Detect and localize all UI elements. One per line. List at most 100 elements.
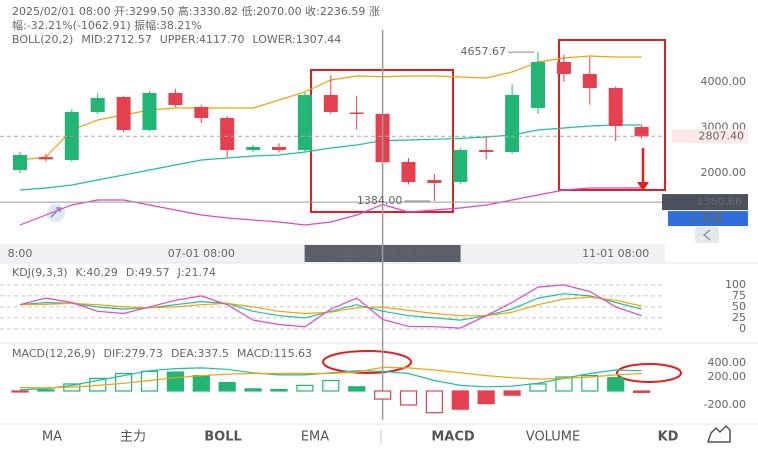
- candle-body: [116, 97, 131, 130]
- alert-label: + 预警: [689, 211, 724, 225]
- macd-bar: [399, 390, 418, 406]
- macd-bar: [244, 388, 262, 392]
- candle-body: [194, 107, 209, 118]
- indicator-label: BOLL(20,2): [12, 33, 73, 46]
- indicator-label: MACD(12,26,9): [12, 347, 96, 360]
- chart-style-icon[interactable]: [706, 424, 731, 443]
- legend-entry: MACD:115.63: [237, 347, 312, 360]
- indicator-label: KDJ(9,3,3): [12, 266, 68, 279]
- indicator-line: [19, 296, 642, 317]
- info-line: 2025/02/01 08:00 开:3299.50 高:3330.82 低:2…: [12, 4, 380, 18]
- y-tick-label: 400.00: [708, 356, 747, 369]
- indicator-tab[interactable]: 主力: [120, 430, 146, 445]
- candle-body: [168, 93, 183, 106]
- high-label: 4657.67: [461, 45, 507, 58]
- collapse-icon[interactable]: [695, 227, 719, 243]
- indicator-tab[interactable]: EMA: [301, 430, 329, 445]
- y-tick-label: 25: [732, 311, 746, 324]
- candle-body: [323, 95, 338, 112]
- macd-bar: [218, 381, 236, 392]
- crosshair-price-label: 1360.66: [697, 195, 743, 208]
- macd-bar: [348, 386, 366, 392]
- legend-entry: DIF:279.73: [104, 347, 163, 360]
- low-label: 1384.00: [357, 194, 403, 207]
- indicator-tab[interactable]: MA: [42, 430, 62, 445]
- candle-body: [246, 147, 261, 151]
- candle-body: [453, 150, 468, 182]
- indicator-line: [19, 367, 642, 391]
- indicator-tab[interactable]: KD: [658, 430, 679, 445]
- y-tick-label: 75: [732, 289, 746, 302]
- y-tick-label: 0: [739, 322, 746, 335]
- macd-bar: [166, 371, 184, 392]
- candle-body: [142, 93, 157, 130]
- x-tick-label: 11-01 08:00: [582, 247, 649, 260]
- indicator-tab[interactable]: VOLUME: [526, 430, 580, 445]
- macd-bar: [581, 374, 599, 392]
- macd-bar: [425, 390, 443, 414]
- macd-bar: [555, 376, 573, 392]
- legend-entry: DEA:337.5: [171, 347, 229, 360]
- info-line: 幅:-32.21%(-1062.91) 振幅:38.21%: [12, 18, 202, 32]
- candle-body: [634, 126, 649, 137]
- candle-body: [479, 150, 494, 153]
- macd-bar: [192, 374, 210, 392]
- candle-body: [297, 95, 312, 151]
- legend-entry: UPPER:4117.70: [160, 33, 245, 46]
- last-price-label: 2807.40: [699, 129, 745, 142]
- indicator-line: [19, 124, 642, 191]
- macd-bar: [451, 390, 469, 410]
- indicator-line: [19, 366, 642, 389]
- y-tick-label: 100: [725, 278, 746, 291]
- legend-entry: D:49.57: [126, 266, 170, 279]
- legend-entry: K:40.29: [76, 266, 118, 279]
- legend-entry: LOWER:1307.44: [253, 33, 342, 46]
- macd-bar: [322, 379, 340, 392]
- macd-bar: [529, 383, 547, 392]
- annotation-ellipse: [322, 350, 412, 374]
- y-tick-label: -200.00: [704, 398, 746, 411]
- macd-bar: [296, 384, 314, 392]
- macd-bar: [607, 377, 625, 392]
- indicator-tab[interactable]: BOLL: [204, 430, 242, 445]
- macd-bar: [477, 390, 495, 405]
- macd-bar: [270, 388, 288, 392]
- y-tick-label: 2000.00: [701, 166, 747, 179]
- candle-body: [556, 61, 571, 74]
- macd-bar: [374, 390, 392, 400]
- indicator-line: [19, 293, 642, 321]
- candle-body: [427, 179, 442, 183]
- indicator-line: [19, 284, 642, 329]
- candle-body: [608, 88, 623, 126]
- x-tick-label: 8:00: [8, 247, 33, 260]
- legend-entry: J:21.74: [177, 266, 216, 279]
- macd-bar: [632, 390, 651, 393]
- candle-body: [272, 147, 286, 151]
- crosshair-price-box: [662, 194, 748, 211]
- annotation-arrowhead: [637, 182, 649, 191]
- macd-bar: [37, 389, 55, 392]
- candle-body: [401, 161, 416, 182]
- y-tick-label: 50: [732, 300, 746, 313]
- y-tick-label: 4000.00: [701, 75, 747, 88]
- annotation-ellipse: [616, 363, 682, 383]
- x-tick-label: 07-01 08:00: [168, 247, 235, 260]
- candle-body: [349, 112, 364, 114]
- candle-body: [13, 155, 27, 170]
- collapse-glyph: [702, 229, 711, 241]
- legend-entry: MID:2712.57: [81, 33, 151, 46]
- candle-body: [531, 61, 545, 109]
- macd-bar: [503, 390, 521, 396]
- candle-body: [505, 95, 520, 153]
- macd-bar: [11, 390, 29, 393]
- last-price-box: [672, 129, 748, 144]
- alert-button[interactable]: [668, 211, 748, 227]
- indicator-line: [19, 187, 642, 226]
- candle-body: [582, 73, 597, 89]
- indicator-tab[interactable]: MACD: [431, 430, 475, 445]
- annotation-box: [558, 39, 666, 191]
- candle-body: [220, 117, 235, 151]
- candle-body: [38, 157, 53, 160]
